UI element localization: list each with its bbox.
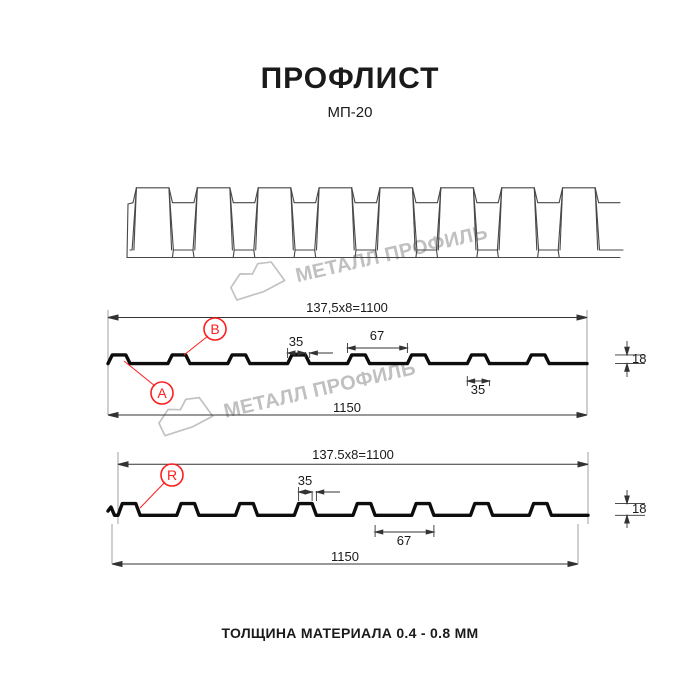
svg-text:18: 18 [632, 351, 646, 366]
svg-text:67: 67 [370, 328, 384, 343]
svg-text:35: 35 [298, 473, 312, 488]
svg-text:18: 18 [632, 501, 646, 516]
svg-text:A: A [157, 385, 167, 401]
svg-text:35: 35 [471, 382, 485, 397]
svg-text:137.5x8=1100: 137.5x8=1100 [312, 447, 394, 462]
svg-text:1150: 1150 [331, 549, 359, 564]
svg-text:R: R [167, 467, 177, 483]
svg-text:B: B [210, 321, 219, 337]
svg-text:1150: 1150 [333, 400, 361, 415]
svg-text:67: 67 [397, 533, 411, 548]
svg-text:35: 35 [289, 334, 303, 349]
svg-text:137,5x8=1100: 137,5x8=1100 [306, 300, 388, 315]
